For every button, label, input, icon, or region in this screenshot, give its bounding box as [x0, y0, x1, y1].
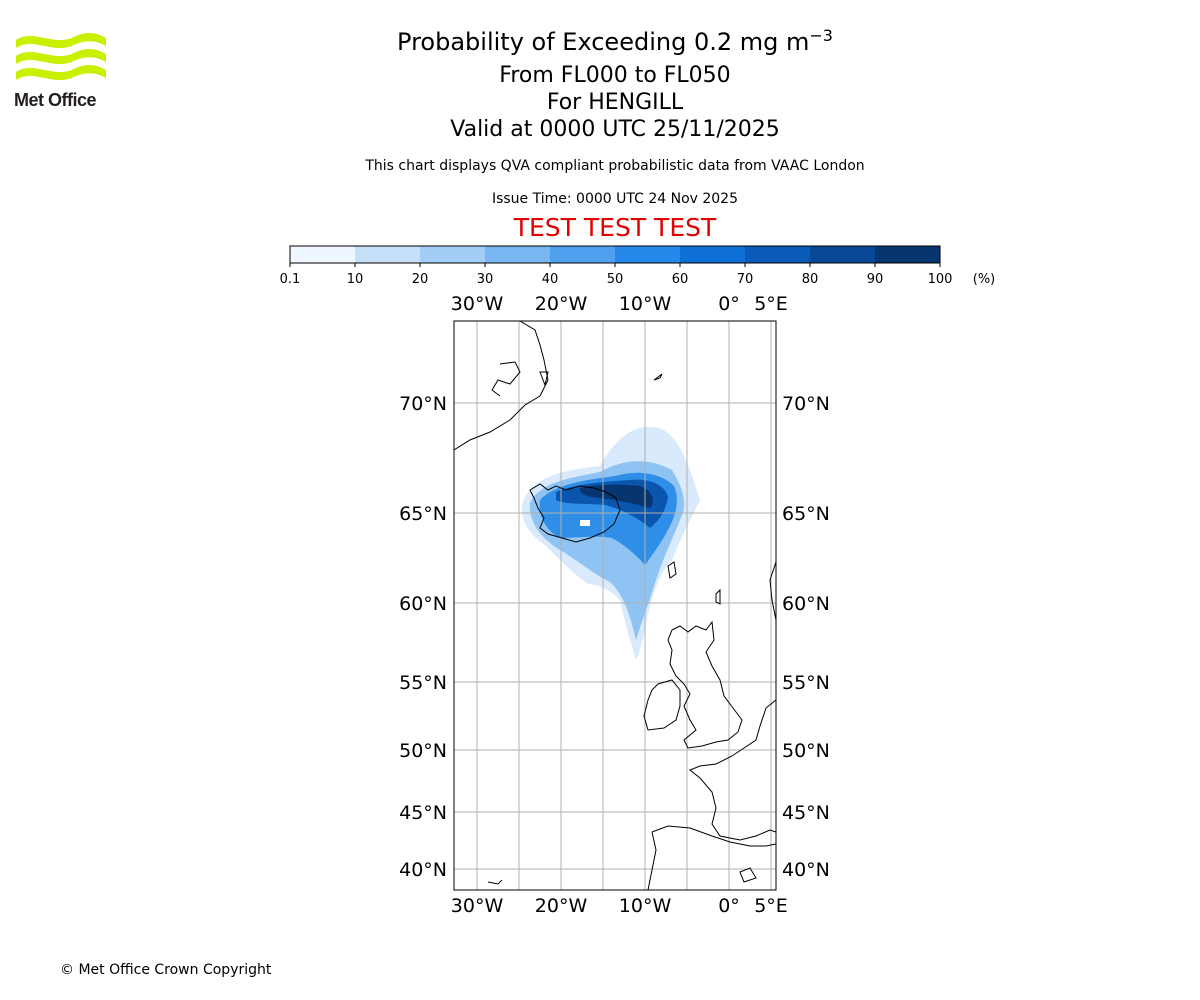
- colorbar-tick-label: 10: [347, 272, 364, 287]
- copyright-notice: © Met Office Crown Copyright: [60, 962, 272, 978]
- ireland-coast: [643, 679, 681, 731]
- map-gridlines: [454, 321, 776, 890]
- colorbar-tick-label: 30: [477, 272, 494, 287]
- lat-label: 65°N: [399, 503, 447, 525]
- norway-coast: [769, 561, 776, 621]
- greenland-coast: [454, 321, 549, 451]
- colorbar-cell: [355, 246, 420, 263]
- colorbar-tick-label: 60: [672, 272, 689, 287]
- greenland-island: [539, 371, 549, 387]
- colorbar-tick-label: 90: [867, 272, 884, 287]
- lon-label: 5°E: [754, 293, 788, 315]
- lon-label: 0°: [718, 293, 740, 315]
- colorbar-cell: [290, 246, 355, 263]
- map-frame: [453, 320, 777, 891]
- lat-label: 50°N: [399, 740, 447, 762]
- balearic-islands: [739, 867, 757, 883]
- colorbar-cell: [485, 246, 550, 263]
- colorbar-tick-label: 80: [802, 272, 819, 287]
- colorbar-cell: [875, 246, 940, 263]
- azores: [487, 879, 503, 885]
- issue-time: Issue Time: 0000 UTC 24 Nov 2025: [491, 191, 739, 207]
- jan-mayen: [653, 373, 663, 381]
- lat-label: 60°N: [399, 593, 447, 615]
- subtitle-valid-time: Valid at 0000 UTC 25/11/2025: [450, 117, 780, 142]
- france-coast: [689, 699, 776, 841]
- colorbar: 0.1 10 20 30 40 50 60 70 80 90 100 (%): [280, 245, 996, 287]
- lat-label: 60°N: [782, 593, 830, 615]
- portugal-coast: [647, 831, 657, 890]
- lat-label: 65°N: [782, 503, 830, 525]
- lat-label: 40°N: [399, 859, 447, 881]
- faroe-islands: [667, 561, 677, 579]
- lon-labels-bottom: 30°W 20°W 10°W 0° 5°E: [451, 895, 788, 917]
- lat-label: 40°N: [782, 859, 830, 881]
- lat-label: 55°N: [399, 672, 447, 694]
- colorbar-cell: [810, 246, 875, 263]
- iberia-north-coast: [651, 825, 776, 847]
- lat-label: 50°N: [782, 740, 830, 762]
- shetland: [715, 588, 721, 605]
- colorbar-cell: [615, 246, 680, 263]
- chart-description: This chart displays QVA compliant probab…: [365, 158, 865, 174]
- colorbar-cell: [745, 246, 810, 263]
- colorbar-tick-label: 70: [737, 272, 754, 287]
- lat-labels-right: 70°N 65°N 60°N 55°N 50°N 45°N 40°N: [782, 393, 830, 881]
- subtitle-volcano: For HENGILL: [546, 90, 684, 115]
- subtitle-levels: From FL000 to FL050: [499, 63, 731, 88]
- lat-label: 45°N: [399, 802, 447, 824]
- greenland-fjord: [491, 361, 521, 397]
- great-britain-coast: [667, 620, 743, 749]
- logo-text: Met Office: [14, 90, 97, 110]
- lon-label: 10°W: [619, 293, 672, 315]
- coastlines: [454, 321, 776, 890]
- colorbar-cell: [420, 246, 485, 263]
- lat-label: 70°N: [399, 393, 447, 415]
- test-banner: TEST TEST TEST: [513, 213, 717, 242]
- lon-label: 0°: [718, 895, 740, 917]
- ash-probability-field: [521, 426, 700, 660]
- colorbar-cell: [550, 246, 615, 263]
- met-office-wave-icon: [16, 32, 106, 80]
- lon-label: 30°W: [451, 895, 504, 917]
- lon-label: 30°W: [451, 293, 504, 315]
- colorbar-unit: (%): [973, 272, 996, 287]
- lat-labels-left: 70°N 65°N 60°N 55°N 50°N 45°N 40°N: [399, 393, 447, 881]
- lat-label: 45°N: [782, 802, 830, 824]
- lat-label: 70°N: [782, 393, 830, 415]
- iceland-coast: [529, 483, 621, 543]
- chart-title-text: Probability of Exceeding 0.2 mg m: [397, 28, 810, 56]
- chart-title-superscript: −3: [809, 26, 833, 45]
- met-office-logo: [14, 30, 109, 112]
- colorbar-tick-label: 40: [542, 272, 559, 287]
- lat-label: 55°N: [782, 672, 830, 694]
- lon-label: 20°W: [535, 895, 588, 917]
- colorbar-tick-label: 100: [928, 272, 953, 287]
- chart-title: Probability of Exceeding 0.2 mg m−3: [300, 26, 930, 56]
- lon-label: 10°W: [619, 895, 672, 917]
- lon-label: 5°E: [754, 895, 788, 917]
- lon-labels-top: 30°W 20°W 10°W 0° 5°E: [451, 293, 788, 315]
- lon-label: 20°W: [535, 293, 588, 315]
- colorbar-cell: [680, 246, 745, 263]
- colorbar-tick-label: 20: [412, 272, 429, 287]
- colorbar-tick-label: 50: [607, 272, 624, 287]
- colorbar-tick-label: 0.1: [280, 272, 301, 287]
